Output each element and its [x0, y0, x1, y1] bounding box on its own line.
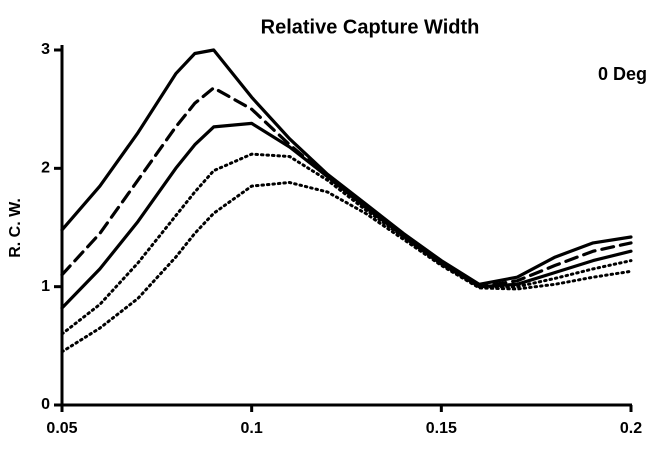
y-tick-label: 3	[41, 41, 50, 58]
y-tick-label: 0	[41, 396, 50, 413]
chart-title: Relative Capture Width	[261, 16, 480, 38]
x-tick-label: 0.15	[426, 420, 457, 437]
line-series	[60, 121, 633, 310]
y-tick-label: 1	[41, 278, 50, 295]
x-tick-label: 0.2	[620, 420, 642, 437]
annotation: 0 Deg	[598, 64, 647, 84]
line-series	[60, 48, 633, 286]
line-series	[60, 181, 633, 354]
y-axis-label: R. C. W.	[7, 198, 24, 258]
y-tick-label: 2	[41, 160, 50, 177]
line-series	[60, 152, 633, 336]
x-tick-label: 0.1	[241, 420, 263, 437]
x-tick-label: 0.05	[46, 420, 77, 437]
